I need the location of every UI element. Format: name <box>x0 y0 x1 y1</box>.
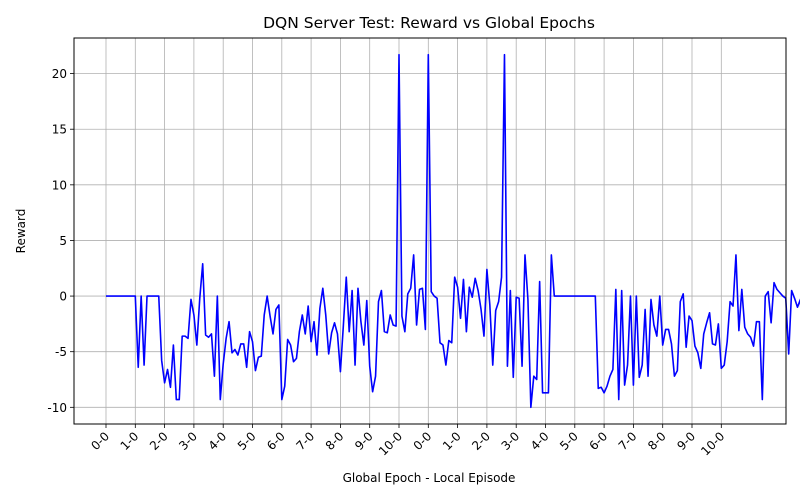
y-axis-title: Reward <box>14 209 28 254</box>
y-tick-label: -10 <box>47 401 67 415</box>
x-tick-label: 6-0 <box>586 429 610 453</box>
x-tick-label: 8-0 <box>323 429 347 453</box>
y-tick-label: 10 <box>52 178 67 192</box>
reward-series-line <box>106 53 800 409</box>
chart-title: DQN Server Test: Reward vs Global Epochs <box>263 14 595 32</box>
x-tick-label: 6-0 <box>264 429 288 453</box>
x-tick-label: 0-0 <box>411 429 435 453</box>
y-axis-ticks: -10 -5 0 5 10 15 20 <box>47 67 74 415</box>
y-tick-label: 5 <box>59 234 67 248</box>
y-tick-label: 0 <box>59 290 67 304</box>
x-tick-label: 8-0 <box>645 429 669 453</box>
x-tick-label: 1-0 <box>118 429 142 453</box>
x-tick-label: 0-0 <box>88 429 112 453</box>
plot-area-frame <box>73 37 787 425</box>
x-tick-label: 3-0 <box>499 429 523 453</box>
x-tick-label: 9-0 <box>352 429 376 453</box>
series-layer <box>106 53 800 409</box>
x-axis-ticks: 0-0 1-0 2-0 3-0 4-0 5-0 6-0 7-0 8-0 9-0 10-0 0-0 1-0… <box>88 424 727 458</box>
x-tick-label: 10-0 <box>698 429 727 458</box>
x-tick-label: 7-0 <box>293 429 317 453</box>
y-tick-label: 20 <box>52 67 67 81</box>
x-tick-label: 1-0 <box>440 429 464 453</box>
y-tick-label: -5 <box>55 345 67 359</box>
x-tick-label: 10-0 <box>376 429 405 458</box>
x-tick-label: 5-0 <box>235 429 259 453</box>
y-tick-label: 15 <box>52 123 67 137</box>
x-tick-label: 4-0 <box>206 429 230 453</box>
x-tick-label: 4-0 <box>528 429 552 453</box>
x-tick-label: 7-0 <box>616 429 640 453</box>
x-tick-label: 9-0 <box>674 429 698 453</box>
x-axis-title: Global Epoch - Local Episode <box>343 471 516 485</box>
x-tick-label: 3-0 <box>176 429 200 453</box>
x-tick-label: 2-0 <box>469 429 493 453</box>
x-tick-label: 2-0 <box>147 429 171 453</box>
x-tick-label: 5-0 <box>557 429 581 453</box>
